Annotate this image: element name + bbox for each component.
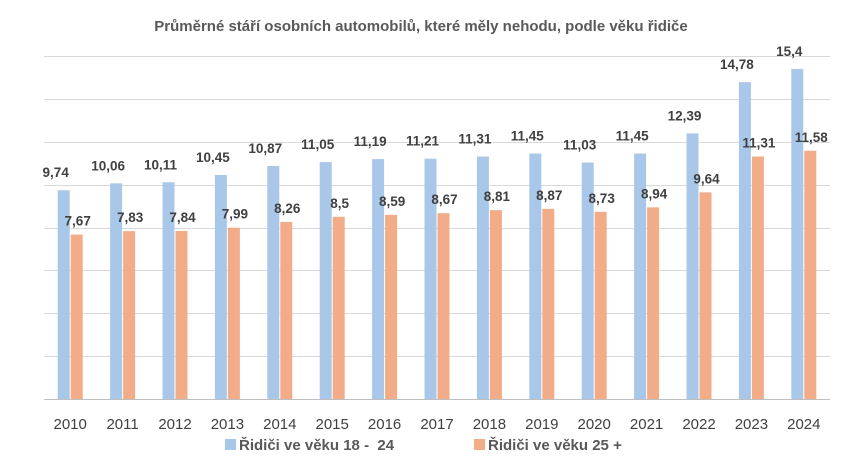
x-axis-ticks: 2010 2011 2012 2013 2014 2015 2016 2017 2018 2019… — [54, 416, 821, 433]
data-label-series-1: 11,45 — [616, 129, 650, 144]
legend-swatch-series-1 — [225, 439, 236, 450]
bar-series-2 — [70, 234, 83, 399]
bar-series-2 — [123, 231, 136, 399]
bar-series-1 — [214, 174, 227, 399]
data-label-series-1: 11,31 — [458, 132, 492, 147]
bar-series-2 — [437, 213, 450, 399]
data-labels: 9,74 7,67 10,06 7,83 10,11 7,84 10,45 7,99 10,87… — [43, 44, 829, 229]
data-label-series-2: 8,26 — [274, 201, 301, 216]
bar-series-1 — [162, 182, 175, 399]
legend-swatch-series-2 — [474, 439, 485, 450]
data-label-series-2: 7,84 — [169, 210, 196, 225]
data-label-series-1: 12,39 — [668, 108, 702, 123]
bar-series-1 — [791, 68, 804, 400]
data-label-series-1: 11,19 — [354, 134, 387, 149]
bar-series-2 — [699, 192, 712, 399]
bar-series-2 — [175, 230, 188, 399]
data-label-series-2: 8,87 — [536, 188, 562, 203]
bar-series-2 — [385, 214, 398, 399]
x-tick-label: 2012 — [158, 416, 191, 433]
bar-series-1 — [581, 162, 594, 399]
data-label-series-2: 11,58 — [795, 130, 829, 145]
bar-series-1 — [267, 165, 280, 399]
data-label-series-1: 11,21 — [406, 134, 440, 149]
x-tick-label: 2023 — [735, 416, 768, 433]
x-tick-label: 2014 — [263, 416, 296, 433]
bar-series-1 — [476, 156, 489, 399]
bar-series-2 — [647, 207, 660, 399]
x-tick-label: 2015 — [316, 416, 349, 433]
bar-series-2 — [332, 216, 345, 399]
x-tick-label: 2017 — [420, 416, 453, 433]
bar-series-2 — [280, 221, 293, 399]
x-tick-label: 2011 — [106, 416, 138, 433]
chart-title: Průměrné stáří osobních automobilů, kter… — [154, 18, 687, 35]
data-label-series-2: 8,67 — [431, 192, 457, 207]
data-label-series-1: 14,78 — [720, 57, 754, 72]
bar-series-2 — [804, 150, 817, 399]
data-label-series-2: 8,59 — [379, 194, 405, 209]
bar-series-1 — [57, 190, 70, 399]
x-tick-label: 2020 — [578, 416, 611, 433]
x-tick-label: 2010 — [54, 416, 87, 433]
data-label-series-1: 10,06 — [91, 158, 125, 173]
data-label-series-1: 9,74 — [43, 165, 70, 180]
bar-series-2 — [594, 211, 607, 399]
bar-series-1 — [319, 162, 332, 399]
data-label-series-1: 15,4 — [776, 44, 803, 59]
x-tick-label: 2024 — [787, 416, 820, 433]
x-tick-label: 2021 — [630, 416, 663, 433]
x-tick-label: 2013 — [211, 416, 244, 433]
data-label-series-1: 10,87 — [248, 141, 282, 156]
gridlines — [44, 56, 830, 400]
data-label-series-2: 7,83 — [117, 210, 144, 225]
bar-series-1 — [529, 153, 542, 399]
data-label-series-1: 11,03 — [563, 138, 597, 153]
legend: Řidiči ve věku 18 - 24 Řidiči ve věku 25… — [225, 436, 622, 454]
bar-series-2 — [751, 156, 764, 399]
data-label-series-1: 10,11 — [144, 157, 178, 172]
data-label-series-1: 10,45 — [196, 150, 230, 165]
bars — [57, 68, 817, 400]
legend-label-series-1: Řidiči ve věku 18 - 24 — [239, 436, 395, 454]
bar-series-1 — [634, 153, 647, 399]
bar-series-2 — [542, 208, 555, 399]
bar-series-1 — [738, 82, 751, 399]
legend-label-series-2: Řidiči ve věku 25 + — [488, 436, 622, 454]
x-tick-label: 2022 — [682, 416, 715, 433]
data-label-series-2: 7,67 — [65, 214, 91, 229]
data-label-series-1: 11,45 — [511, 129, 545, 144]
bar-series-1 — [424, 158, 437, 399]
x-tick-label: 2016 — [368, 416, 401, 433]
data-label-series-2: 7,99 — [222, 207, 248, 222]
bar-series-2 — [227, 227, 240, 399]
data-label-series-2: 8,81 — [484, 189, 511, 204]
x-tick-label: 2018 — [473, 416, 506, 433]
data-label-series-2: 8,94 — [641, 186, 668, 201]
data-label-series-2: 8,5 — [330, 196, 349, 211]
bar-series-1 — [372, 159, 385, 399]
x-tick-label: 2019 — [525, 416, 558, 433]
data-label-series-2: 11,31 — [742, 136, 776, 151]
data-label-series-1: 11,05 — [301, 137, 335, 152]
data-label-series-2: 9,64 — [693, 171, 720, 186]
bar-series-1 — [110, 183, 123, 399]
data-label-series-2: 8,73 — [589, 191, 616, 206]
bar-series-2 — [489, 210, 502, 399]
bar-series-1 — [686, 133, 699, 399]
